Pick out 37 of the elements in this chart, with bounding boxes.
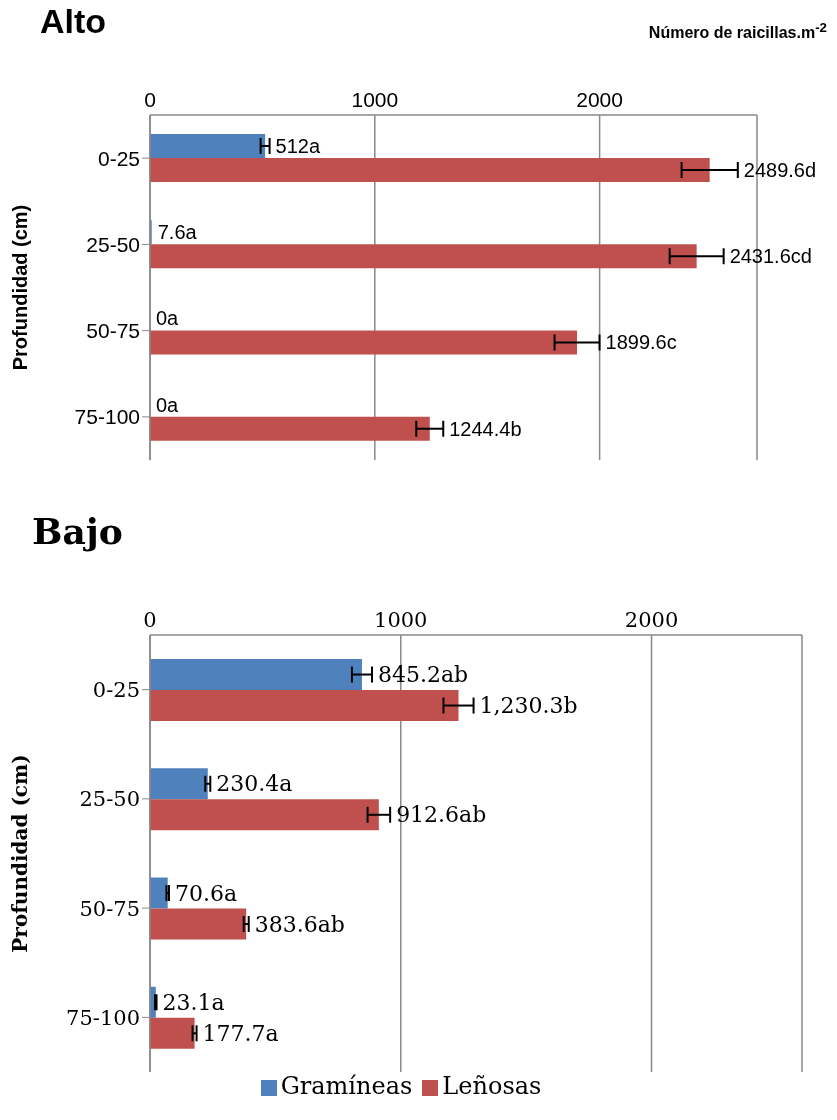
data-label: 177.7a: [202, 1020, 279, 1046]
y-tick-label: 75-100: [74, 405, 140, 429]
data-label: 7.6a: [157, 221, 198, 244]
data-label: 1,230.3b: [479, 693, 578, 719]
x-tick-label: 0: [143, 608, 157, 632]
x-tick-label: 0: [144, 88, 156, 111]
data-label: 383.6ab: [254, 911, 345, 937]
y-axis-title: Profundidad (cm): [9, 204, 32, 371]
data-label: 0a: [156, 307, 180, 330]
data-label: 70.6a: [174, 880, 238, 906]
data-label: 0a: [156, 393, 180, 416]
data-label: 912.6ab: [396, 802, 487, 828]
x-tick-label: 1000: [351, 88, 399, 111]
chart-title: Alto: [40, 2, 107, 41]
data-label: 1244.4b: [449, 417, 522, 440]
data-label: 23.1a: [162, 989, 225, 1015]
y-tick-label: 50-75: [79, 896, 140, 921]
data-label: 512a: [275, 134, 321, 157]
y-tick-label: 0-25: [97, 146, 140, 170]
data-label: 230.4a: [216, 771, 293, 797]
y-tick-label: 25-50: [79, 787, 140, 812]
x-tick-label: 1000: [374, 608, 428, 632]
x-axis-title: Número de raicillas.m$^{-2}$: [648, 20, 827, 43]
x-tick-label: 2000: [576, 88, 623, 111]
data-label: 1899.6c: [605, 331, 677, 354]
y-axis-title: Profundidad (cm): [8, 754, 33, 953]
y-tick-label: 75-100: [66, 1005, 140, 1030]
data-label: 2431.6cd: [729, 245, 812, 268]
chart-title: Bajo: [32, 510, 123, 552]
legend-label: Gramíneas: [280, 1072, 413, 1100]
data-label: 845.2ab: [377, 662, 469, 688]
y-tick-label: 50-75: [86, 319, 140, 343]
data-label: 2489.6d: [743, 158, 817, 181]
y-tick-label: 0-25: [92, 678, 140, 703]
x-tick-label: 2000: [624, 608, 679, 632]
y-tick-label: 25-50: [86, 232, 140, 256]
legend-label: Leñosas: [442, 1072, 542, 1100]
